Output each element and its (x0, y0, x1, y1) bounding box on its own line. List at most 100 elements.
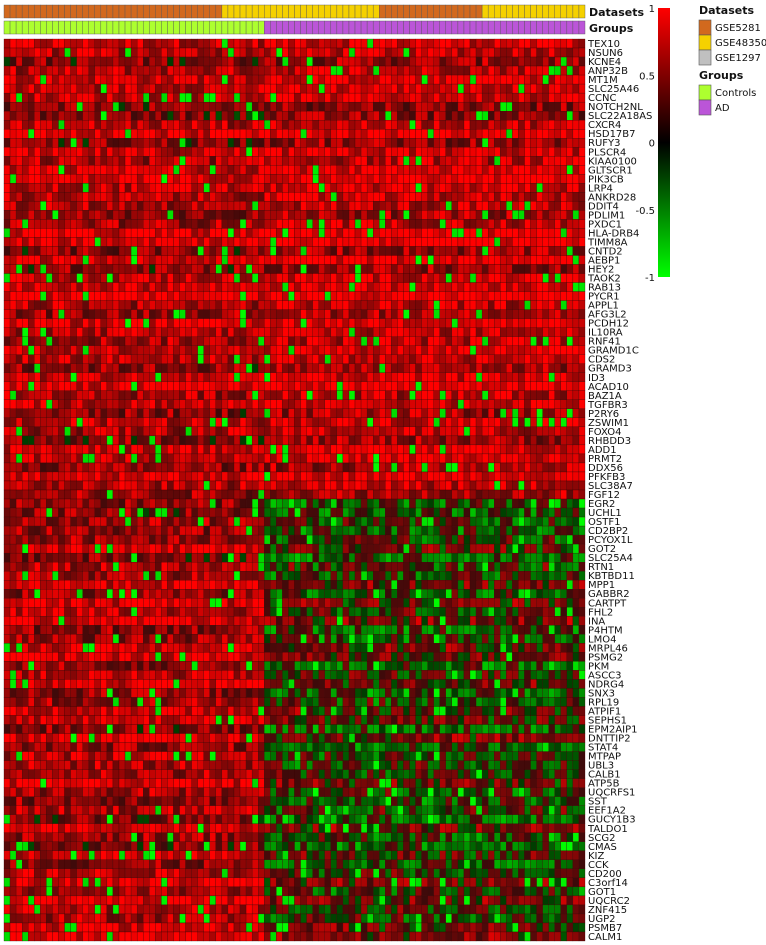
heatmap-cell (306, 120, 313, 130)
heatmap-cell (46, 345, 53, 355)
heatmap-cell (143, 120, 150, 130)
heatmap-cell (488, 363, 495, 373)
heatmap-cell (3, 147, 11, 157)
heatmap-cell (9, 354, 17, 364)
heatmap-cell (143, 219, 150, 229)
heatmap-cell (324, 309, 331, 319)
group-annotation-cell (34, 20, 41, 35)
heatmap-cell (445, 65, 453, 76)
heatmap-cell (427, 327, 434, 337)
heatmap-cell (34, 192, 41, 202)
heatmap-cell (276, 210, 283, 220)
heatmap-cell (403, 83, 410, 94)
heatmap-cell (40, 372, 47, 382)
heatmap-cell (288, 390, 295, 400)
heatmap-cell (536, 282, 543, 292)
heatmap-cell (451, 363, 459, 373)
heatmap-cell (403, 92, 410, 103)
heatmap-cell (215, 111, 223, 121)
heatmap-cell (239, 381, 247, 391)
heatmap-cell (179, 92, 186, 103)
heatmap-cell (445, 444, 453, 455)
heatmap-cell (288, 120, 295, 130)
heatmap-cell (94, 83, 101, 94)
heatmap-cell (548, 354, 555, 364)
heatmap-cell (403, 291, 410, 301)
heatmap-cell (197, 300, 204, 310)
heatmap-cell (282, 282, 289, 292)
heatmap-cell (530, 363, 537, 373)
heatmap-cell (40, 192, 47, 202)
heatmap-cell (203, 219, 210, 229)
heatmap-cell (9, 264, 17, 274)
heatmap-cell (488, 228, 495, 238)
heatmap-cell (258, 101, 265, 112)
heatmap-cell (306, 264, 313, 274)
group-annotation-cell (518, 20, 525, 35)
heatmap-cell (112, 336, 120, 346)
heatmap-cell (536, 74, 543, 85)
heatmap-cell (391, 183, 398, 193)
heatmap-cell (22, 246, 29, 256)
heatmap-cell (124, 138, 132, 148)
heatmap-cell (288, 345, 295, 355)
heatmap-cell (124, 453, 132, 464)
heatmap-cell (373, 65, 380, 76)
heatmap-cell (112, 38, 120, 49)
heatmap-cell (239, 101, 247, 112)
heatmap-cell (421, 390, 428, 400)
heatmap-cell (566, 156, 574, 166)
heatmap-cell (433, 471, 440, 482)
heatmap-cell (348, 210, 356, 220)
heatmap-cell (330, 318, 338, 328)
heatmap-cell (28, 399, 35, 409)
heatmap-cell (233, 156, 241, 166)
heatmap-cell (451, 101, 459, 112)
heatmap-cell (40, 101, 47, 112)
heatmap-cell (167, 345, 174, 355)
heatmap-cell (258, 174, 265, 184)
heatmap-cell (64, 444, 71, 455)
heatmap-cell (566, 327, 574, 337)
heatmap-cell (52, 228, 59, 238)
heatmap-cell (143, 426, 150, 437)
heatmap-cell (403, 354, 410, 364)
heatmap-cell (342, 291, 350, 301)
heatmap-cell (481, 129, 489, 139)
dataset-annotation-cell (348, 4, 356, 19)
heatmap-cell (300, 156, 307, 166)
heatmap-cell (215, 453, 223, 464)
heatmap-cell (548, 390, 555, 400)
heatmap-cell (106, 345, 114, 355)
heatmap-cell (40, 336, 47, 346)
heatmap-cell (70, 83, 77, 94)
heatmap-cell (469, 399, 477, 409)
heatmap-cell (469, 219, 477, 229)
heatmap-cell (494, 47, 501, 58)
heatmap-cell (203, 56, 210, 67)
heatmap-cell (185, 201, 192, 211)
group-annotation-cell (391, 20, 398, 35)
heatmap-cell (270, 327, 277, 337)
heatmap-cell (203, 399, 210, 409)
heatmap-cell (373, 201, 380, 211)
heatmap-cell (161, 363, 168, 373)
heatmap-cell (203, 156, 210, 166)
heatmap-cell (215, 300, 223, 310)
heatmap-cell (215, 471, 223, 482)
heatmap-cell (354, 92, 362, 103)
heatmap-cell (227, 228, 235, 238)
heatmap-cell (76, 156, 83, 166)
dataset-annotation-cell (185, 4, 192, 19)
heatmap-cell (524, 471, 531, 482)
heatmap-cell (324, 372, 331, 382)
heatmap-cell (185, 246, 192, 256)
heatmap-cell (106, 56, 114, 67)
heatmap-cell (445, 255, 453, 265)
heatmap-cell (288, 192, 295, 202)
heatmap-cell (258, 255, 265, 265)
heatmap-cell (463, 56, 471, 67)
heatmap-cell (52, 201, 59, 211)
heatmap-cell (330, 309, 338, 319)
dataset-annotation-cell (124, 4, 132, 19)
